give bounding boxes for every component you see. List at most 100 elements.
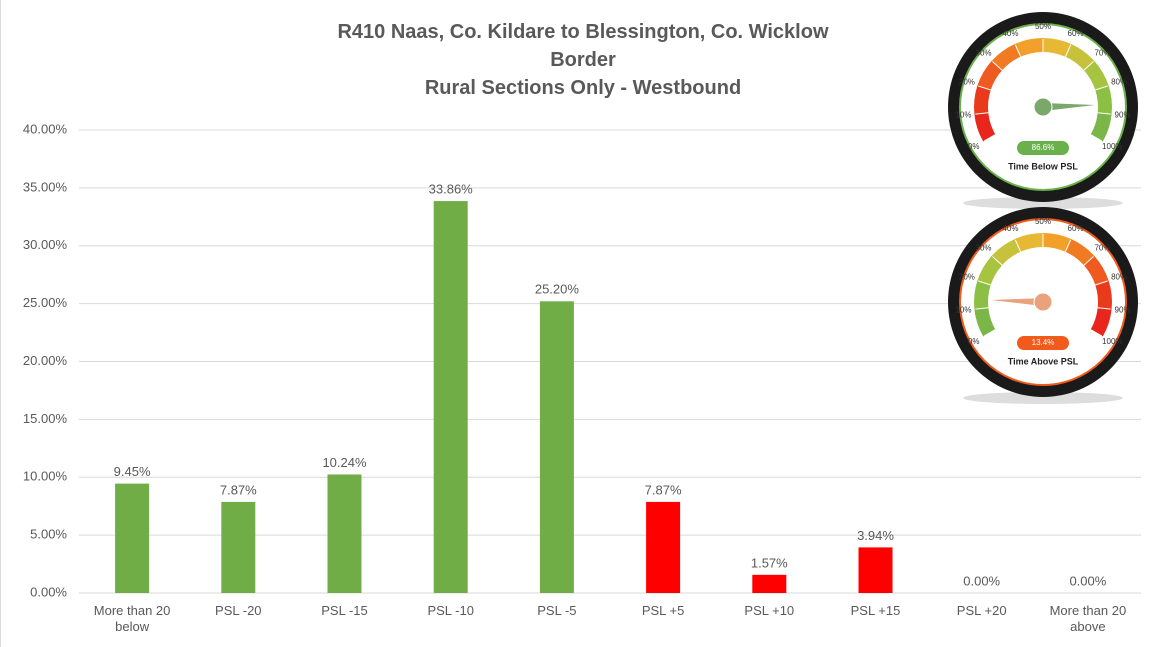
gauge-tick-label: 30%: [976, 49, 992, 58]
gauge-hub: [1033, 292, 1053, 312]
bar: [539, 301, 574, 593]
gauge-arc: [1090, 307, 1112, 337]
value-label: 7.87%: [645, 482, 682, 497]
gauge-arc: [1014, 233, 1044, 252]
gauge-tick: [975, 112, 989, 115]
gauge-tick: [975, 307, 989, 310]
gauge: 0% 10% 20% 30% 40% 50% 60% 70% 80% 90% 100% 13.4% Ti…: [948, 207, 1138, 404]
gauge-arc: [1095, 280, 1112, 310]
gauge-tick-label: 50%: [1035, 217, 1051, 226]
gauge-tick-label: 100%: [1102, 337, 1122, 346]
gauge: 0% 10% 20% 30% 40% 50% 60% 70% 80% 90% 100% 86.6% Ti…: [948, 12, 1138, 209]
gauge-tick-label: 50%: [1035, 22, 1051, 31]
gauge-tick: [978, 85, 991, 91]
gauge-tick-label: 20%: [959, 77, 975, 86]
gauge-tick: [1064, 239, 1072, 252]
x-tick-label: More than 20 below: [93, 603, 171, 634]
gauge-tick-label: 80%: [1111, 77, 1127, 86]
chart-title: R410 Naas, Co. Kildare to Blessington, C…: [337, 21, 829, 43]
y-tick-label: 0.00%: [30, 584, 67, 599]
gauge-needle: [991, 298, 1044, 306]
gauge-tick: [983, 329, 996, 337]
gauge-arc: [1014, 38, 1044, 57]
x-tick-label: PSL -10: [427, 603, 474, 618]
gauge-tick: [1090, 329, 1103, 337]
y-tick-label: 5.00%: [30, 527, 67, 542]
x-tick-label: PSL +10: [744, 603, 795, 618]
value-label: 7.87%: [220, 482, 257, 497]
gauge-arc: [1090, 112, 1112, 142]
gauge-arc: [1042, 233, 1072, 252]
chart-title: Rural Sections Only - Westbound: [424, 77, 742, 99]
bar: [858, 547, 893, 593]
gauge-tick: [1083, 256, 1094, 266]
gauge-tick-label: 0%: [968, 142, 980, 151]
gauge-arc: [974, 280, 991, 310]
gauge-tick: [1095, 85, 1108, 91]
x-tick-label: PSL -5: [537, 603, 577, 618]
y-tick-label: 40.00%: [23, 121, 68, 136]
y-tick-label: 20.00%: [23, 353, 68, 368]
gauge-tick-label: 30%: [976, 244, 992, 253]
bar: [221, 501, 256, 593]
y-tick-label: 30.00%: [23, 237, 68, 252]
gauge-tick: [1064, 44, 1072, 57]
gauge-tick-label: 40%: [1002, 29, 1018, 38]
gauge-tick: [978, 280, 991, 286]
gauge-tick-label: 70%: [1094, 49, 1110, 58]
bar: [433, 201, 468, 593]
value-label: 1.57%: [751, 555, 788, 570]
gauge-tick: [1014, 44, 1022, 57]
gauge-hub: [1033, 97, 1053, 117]
bar: [115, 483, 150, 593]
gauge-tick: [1090, 134, 1103, 142]
bar: [646, 501, 681, 593]
gauge-tick: [1083, 61, 1094, 71]
value-label: 0.00%: [1069, 573, 1106, 588]
gauge-tick-label: 90%: [1115, 110, 1131, 119]
gauge-pill: [1017, 336, 1069, 350]
gauge-tick-label: 60%: [1068, 224, 1084, 233]
gauge-tick-label: 10%: [955, 110, 971, 119]
gauge-tick-label: 20%: [959, 272, 975, 281]
x-tick-label: PSL +20: [956, 603, 1007, 618]
gauge-tick: [1095, 280, 1108, 286]
gauge-tick: [1014, 239, 1022, 252]
value-label: 3.94%: [857, 528, 894, 543]
gauge-tick-label: 0%: [968, 337, 980, 346]
gauge-arc: [974, 112, 996, 142]
x-tick-label: PSL -20: [215, 603, 262, 618]
gauge-tick-label: 40%: [1002, 224, 1018, 233]
x-tick-label: PSL +15: [850, 603, 901, 618]
y-tick-label: 10.00%: [23, 469, 68, 484]
gauge-needle: [1042, 103, 1095, 111]
chart-title: Border: [550, 49, 616, 71]
gauge-arc: [1042, 38, 1072, 57]
value-label: 0.00%: [963, 573, 1000, 588]
bar: [327, 474, 362, 593]
gauge-tick-label: 10%: [955, 305, 971, 314]
x-tick-label: PSL -15: [321, 603, 368, 618]
gauge-title: Time Above PSL: [1008, 356, 1079, 366]
gauge-arc: [1095, 85, 1112, 115]
y-tick-label: 15.00%: [23, 411, 68, 426]
bar: [752, 574, 787, 593]
y-tick-label: 35.00%: [23, 179, 68, 194]
x-tick-label: More than 20 above: [1049, 603, 1127, 634]
gauge-tick: [1097, 112, 1111, 115]
gauge-tick: [992, 256, 1003, 266]
gauge-pill: [1017, 141, 1069, 155]
gauge-value-label: 13.4%: [1032, 338, 1055, 347]
value-label: 33.86%: [429, 182, 474, 197]
gauge-shadow: [963, 392, 1123, 404]
value-label: 10.24%: [322, 455, 367, 470]
gauge-tick-label: 90%: [1115, 305, 1131, 314]
gauge-value-label: 86.6%: [1032, 143, 1055, 152]
gauge-tick-label: 70%: [1094, 244, 1110, 253]
value-label: 9.45%: [114, 464, 151, 479]
gauge-tick: [1097, 307, 1111, 310]
gauge-shadow: [963, 197, 1123, 209]
gauge-tick-label: 100%: [1102, 142, 1122, 151]
